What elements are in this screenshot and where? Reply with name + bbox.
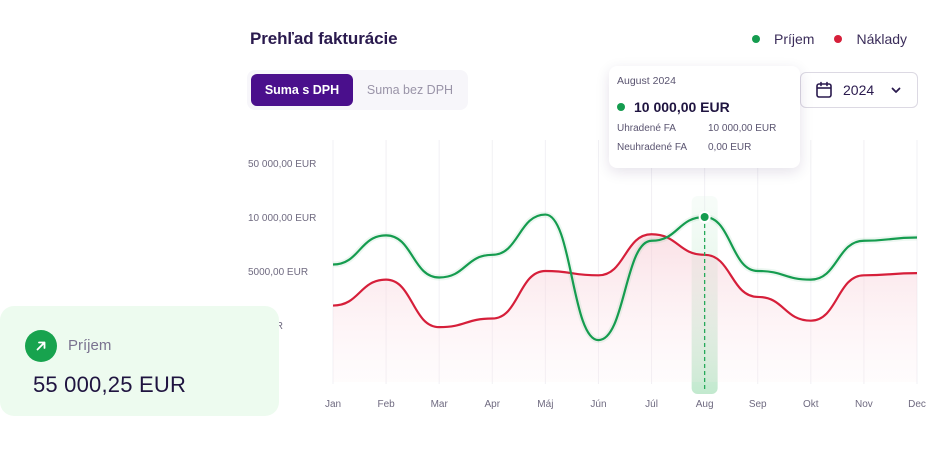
tooltip-dot <box>617 103 625 111</box>
toggle-with-vat[interactable]: Suma s DPH <box>251 74 353 106</box>
chart-tooltip: August 2024 10 000,00 EUR Uhradené FA 10… <box>609 66 800 168</box>
x-tick-label: Okt <box>803 399 819 410</box>
legend-item-expenses: Náklady <box>834 31 907 47</box>
calendar-icon <box>816 81 832 98</box>
year-select-value: 2024 <box>843 82 875 98</box>
year-select[interactable]: 2024 <box>800 72 918 108</box>
vat-toggle: Suma s DPH Suma bez DPH <box>247 70 468 110</box>
legend-item-income: Príjem <box>752 31 814 47</box>
income-summary-card: Príjem 55 000,25 EUR <box>0 306 279 416</box>
highlight-point <box>700 213 709 221</box>
x-tick-label: Apr <box>484 399 500 410</box>
y-tick-label: 10 000,00 EUR <box>248 213 316 224</box>
tooltip-main-value: 10 000,00 EUR <box>634 99 730 115</box>
y-tick-label: 5000,00 EUR <box>248 267 308 278</box>
toggle-without-vat[interactable]: Suma bez DPH <box>366 83 454 97</box>
x-tick-label: Júl <box>645 399 658 410</box>
page-title: Prehľad fakturácie <box>250 29 398 48</box>
x-tick-label: Mar <box>431 399 449 410</box>
legend-label-expenses: Náklady <box>856 31 908 47</box>
income-line <box>332 213 918 342</box>
x-tick-label: Máj <box>537 399 553 410</box>
tooltip-row-unpaid: Neuhradené FA 0,00 EUR <box>617 142 792 153</box>
x-tick-label: Sep <box>749 399 767 410</box>
tooltip-row-label: Uhradené FA <box>617 123 676 134</box>
x-tick-label: Dec <box>908 399 926 410</box>
legend-dot-income <box>752 35 760 43</box>
expenses-area <box>333 234 917 382</box>
legend-label-income: Príjem <box>774 31 815 47</box>
tooltip-row-value: 10 000,00 EUR <box>708 123 777 134</box>
y-tick-label: 50 000,00 EUR <box>248 159 316 170</box>
tooltip-row-paid: Uhradené FA 10 000,00 EUR <box>617 123 792 134</box>
legend-dot-expenses <box>834 35 843 43</box>
x-tick-label: Jún <box>590 399 606 410</box>
x-tick-label: Jan <box>325 399 341 410</box>
tooltip-row-label: Neuhradené FA <box>617 142 688 153</box>
arrow-up-right-icon <box>25 330 57 362</box>
x-tick-label: Nov <box>855 399 873 410</box>
chevron-down-icon <box>891 87 901 93</box>
income-card-label: Príjem <box>68 337 112 354</box>
tooltip-row-value: 0,00 EUR <box>708 142 752 153</box>
tooltip-main: 10 000,00 EUR <box>617 99 792 115</box>
expenses-line <box>332 233 918 329</box>
x-tick-label: Aug <box>696 399 714 410</box>
tooltip-month: August 2024 <box>617 75 676 87</box>
income-card-value: 55 000,25 EUR <box>33 372 187 397</box>
x-tick-label: Feb <box>377 399 395 410</box>
chart-legend: Príjem Náklady <box>752 31 927 47</box>
